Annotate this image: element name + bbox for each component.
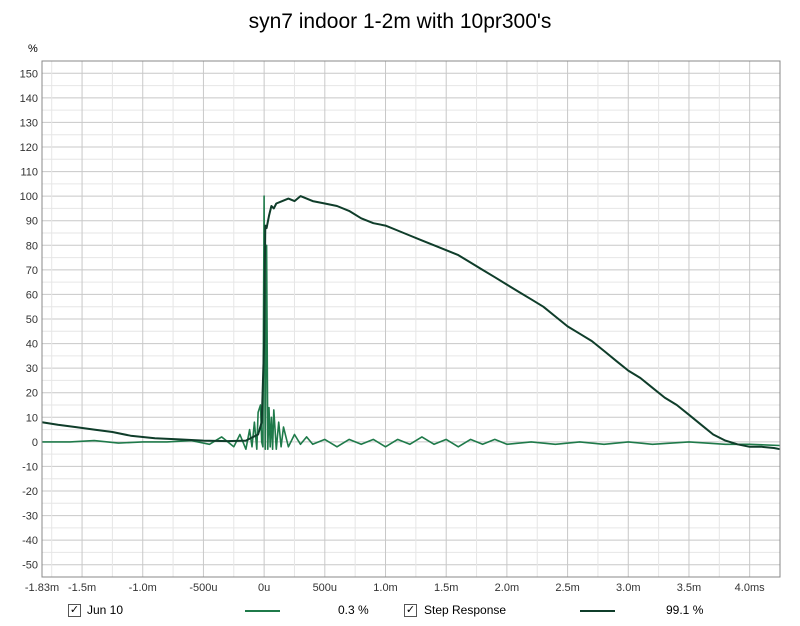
- y-tick-label: 110: [20, 167, 38, 179]
- y-tick-label: 50: [26, 314, 38, 326]
- y-tick-label: -30: [22, 511, 38, 523]
- legend: ✓ Jun 10 0.3 % ✓ Step Response 99.1 %: [0, 603, 800, 621]
- legend-label-step-response: Step Response: [424, 603, 507, 617]
- y-tick-label: 120: [20, 142, 38, 154]
- legend-value-step-response: 99.1 %: [666, 603, 704, 617]
- y-tick-label: 140: [20, 93, 38, 105]
- x-tick-label: 500u: [313, 582, 337, 594]
- legend-label-jun10: Jun 10: [87, 603, 124, 617]
- y-tick-label: -10: [22, 461, 38, 473]
- x-tick-label: 0u: [258, 582, 270, 594]
- y-tick-label: 70: [26, 265, 38, 277]
- x-tick-label: -1.5m: [68, 582, 96, 594]
- x-tick-label: 3.0m: [616, 582, 640, 594]
- x-tick-label: -1.0m: [129, 582, 157, 594]
- x-tick-label: 1.0m: [373, 582, 397, 594]
- y-tick-label: 60: [26, 289, 38, 301]
- x-tick-label: 2.0m: [495, 582, 519, 594]
- y-tick-label: -50: [22, 560, 38, 572]
- y-tick-label: 0: [32, 437, 38, 449]
- x-tick-labels: -1.83m -1.5m -1.0m -500u 0u 500u 1.0m 1.5m 2.0m 2…: [25, 582, 765, 594]
- grid: [42, 60, 781, 578]
- x-tick-label: -1.83m: [25, 582, 59, 594]
- y-tick-label: 90: [26, 216, 38, 228]
- y-tick-label: 20: [26, 388, 38, 400]
- y-tick-label: 10: [26, 412, 38, 424]
- legend-checkbox-step-response[interactable]: ✓: [404, 604, 417, 617]
- y-tick-label: 100: [20, 191, 38, 203]
- x-tick-label: 2.5m: [555, 582, 579, 594]
- plot-frame: [41, 60, 781, 578]
- y-tick-label: 130: [20, 117, 38, 129]
- legend-swatch-step-response: [580, 610, 615, 612]
- series-lines: [41, 195, 781, 451]
- legend-checkbox-jun10[interactable]: ✓: [68, 604, 81, 617]
- y-tick-labels: 1501401301201101009080706050403020100-10…: [20, 68, 38, 571]
- series-line-jun-10: [42, 195, 781, 450]
- legend-value-jun10: 0.3 %: [338, 603, 369, 617]
- y-tick-label: -20: [22, 486, 38, 498]
- x-tick-label: 4.0ms: [735, 582, 765, 594]
- legend-swatch-jun10: [245, 610, 280, 612]
- x-tick-label: 3.5m: [677, 582, 701, 594]
- chart-title: syn7 indoor 1-2m with 10pr300's: [248, 10, 552, 33]
- y-tick-label: 150: [20, 68, 38, 80]
- x-tick-label: -500u: [189, 582, 217, 594]
- series-line-step-response: [41, 195, 781, 451]
- x-tick-label: 1.5m: [434, 582, 458, 594]
- y-tick-label: 80: [26, 240, 38, 252]
- y-tick-label: 40: [26, 339, 38, 351]
- y-axis-label: %: [28, 43, 38, 55]
- y-tick-label: -40: [22, 535, 38, 547]
- y-tick-label: 30: [26, 363, 38, 375]
- chart-plot: % 1501401301201101009080706050403020100-…: [20, 43, 781, 594]
